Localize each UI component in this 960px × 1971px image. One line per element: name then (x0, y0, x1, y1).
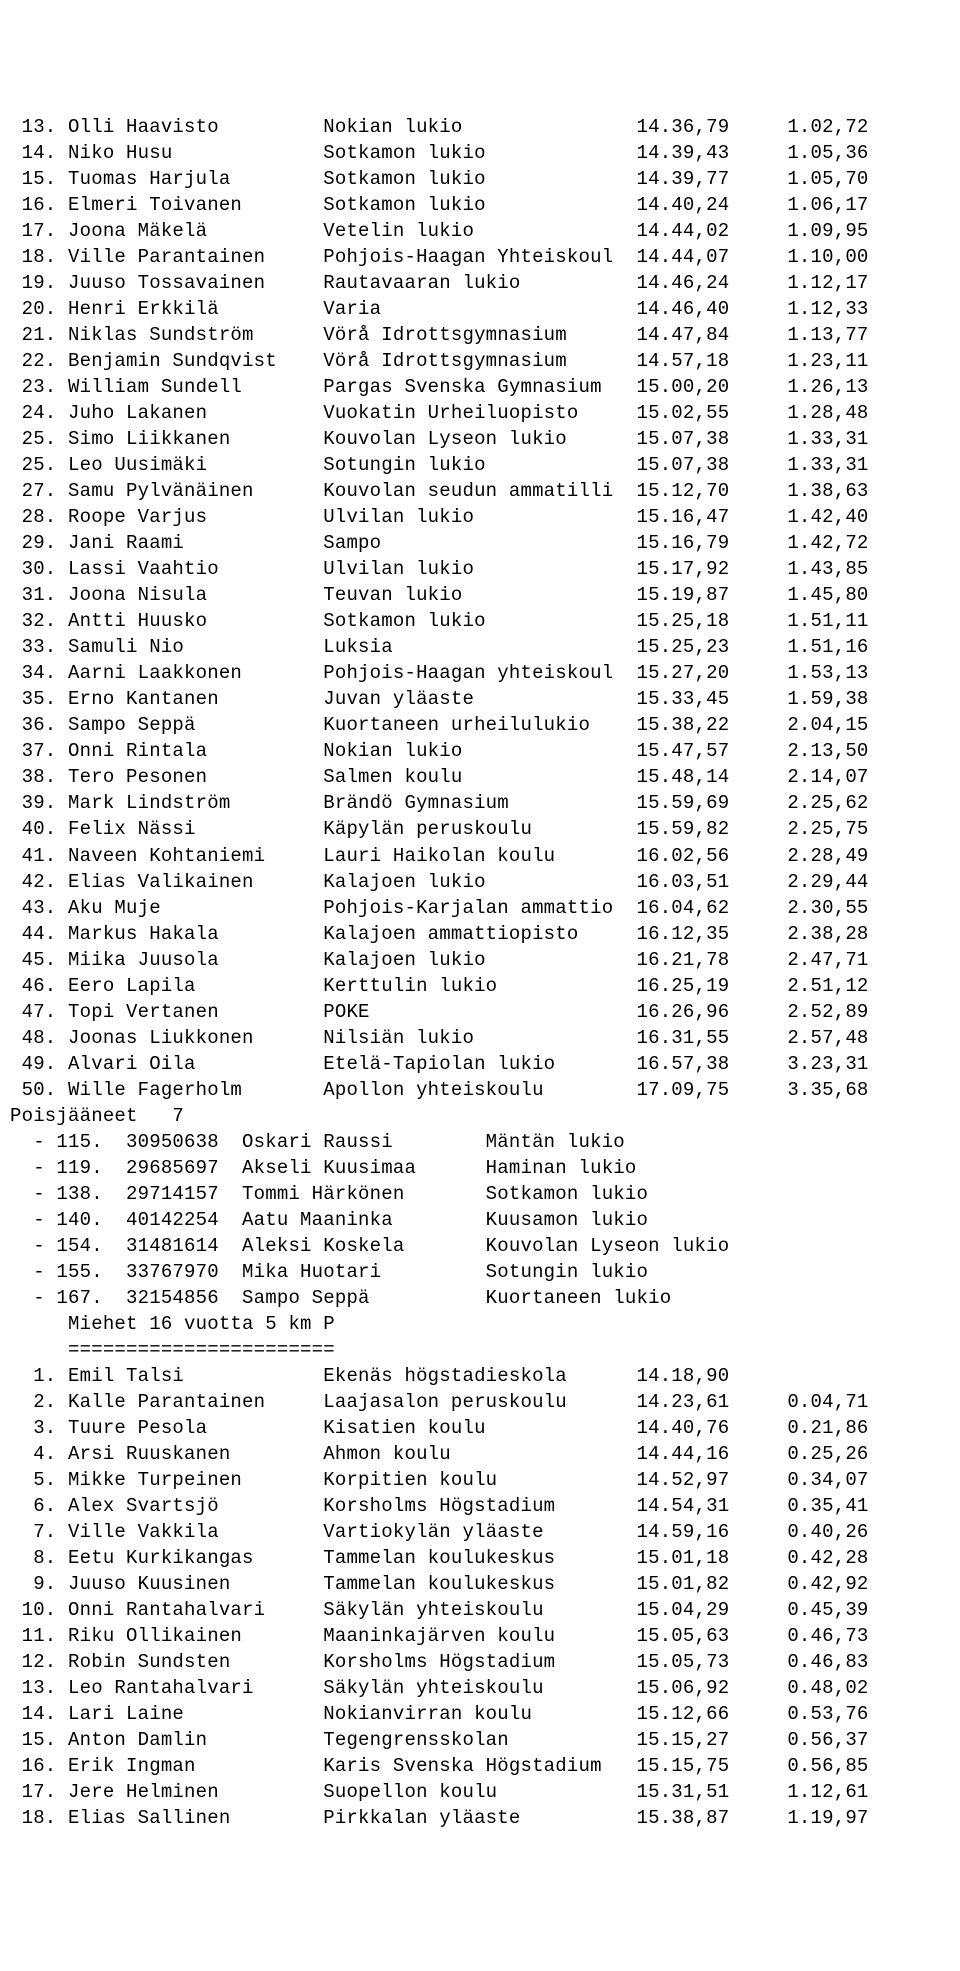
text-line: 18. Ville Parantainen Pohjois-Haagan Yht… (10, 244, 950, 270)
text-line: 3. Tuure Pesola Kisatien koulu 14.40,76 … (10, 1415, 950, 1441)
text-line: 20. Henri Erkkilä Varia 14.46,40 1.12,33 (10, 296, 950, 322)
text-line: 29. Jani Raami Sampo 15.16,79 1.42,72 (10, 530, 950, 556)
text-line: 37. Onni Rintala Nokian lukio 15.47,57 2… (10, 738, 950, 764)
text-line: - 138. 29714157 Tommi Härkönen Sotkamon … (10, 1181, 950, 1207)
text-line: 39. Mark Lindström Brändö Gymnasium 15.5… (10, 790, 950, 816)
text-line: 32. Antti Huusko Sotkamon lukio 15.25,18… (10, 608, 950, 634)
text-line: 42. Elias Valikainen Kalajoen lukio 16.0… (10, 869, 950, 895)
text-line: 41. Naveen Kohtaniemi Lauri Haikolan kou… (10, 843, 950, 869)
text-line: 4. Arsi Ruuskanen Ahmon koulu 14.44,16 0… (10, 1441, 950, 1467)
text-line: 22. Benjamin Sundqvist Vörå Idrottsgymna… (10, 348, 950, 374)
text-line: 34. Aarni Laakkonen Pohjois-Haagan yhtei… (10, 660, 950, 686)
text-line: 33. Samuli Nio Luksia 15.25,23 1.51,16 (10, 634, 950, 660)
text-line: 13. Leo Rantahalvari Säkylän yhteiskoulu… (10, 1675, 950, 1701)
text-line: 49. Alvari Oila Etelä-Tapiolan lukio 16.… (10, 1051, 950, 1077)
text-line: 5. Mikke Turpeinen Korpitien koulu 14.52… (10, 1467, 950, 1493)
text-line: Poisjääneet 7 (10, 1103, 950, 1129)
text-line: - 167. 32154856 Sampo Seppä Kuortaneen l… (10, 1285, 950, 1311)
text-line: - 140. 40142254 Aatu Maaninka Kuusamon l… (10, 1207, 950, 1233)
text-line: 27. Samu Pylvänäinen Kouvolan seudun amm… (10, 478, 950, 504)
results-document: 13. Olli Haavisto Nokian lukio 14.36,79 … (10, 114, 950, 1831)
text-line: 44. Markus Hakala Kalajoen ammattiopisto… (10, 921, 950, 947)
text-line: 28. Roope Varjus Ulvilan lukio 15.16,47 … (10, 504, 950, 530)
text-line: 2. Kalle Parantainen Laajasalon peruskou… (10, 1389, 950, 1415)
text-line: 16. Erik Ingman Karis Svenska Högstadium… (10, 1753, 950, 1779)
text-line: 45. Miika Juusola Kalajoen lukio 16.21,7… (10, 947, 950, 973)
text-line: 18. Elias Sallinen Pirkkalan yläaste 15.… (10, 1805, 950, 1831)
text-line: 24. Juho Lakanen Vuokatin Urheiluopisto … (10, 400, 950, 426)
text-line: 16. Elmeri Toivanen Sotkamon lukio 14.40… (10, 192, 950, 218)
text-line: 50. Wille Fagerholm Apollon yhteiskoulu … (10, 1077, 950, 1103)
text-line: 43. Aku Muje Pohjois-Karjalan ammattio 1… (10, 895, 950, 921)
text-line: 15. Anton Damlin Tegengrensskolan 15.15,… (10, 1727, 950, 1753)
text-line: 13. Olli Haavisto Nokian lukio 14.36,79 … (10, 114, 950, 140)
text-line: 36. Sampo Seppä Kuortaneen urheilulukio … (10, 712, 950, 738)
text-line: 21. Niklas Sundström Vörå Idrottsgymnasi… (10, 322, 950, 348)
text-line: 11. Riku Ollikainen Maaninkajärven koulu… (10, 1623, 950, 1649)
text-line: 15. Tuomas Harjula Sotkamon lukio 14.39,… (10, 166, 950, 192)
text-line: ======================= (10, 1337, 950, 1363)
text-line: 9. Juuso Kuusinen Tammelan koulukeskus 1… (10, 1571, 950, 1597)
text-line: - 154. 31481614 Aleksi Koskela Kouvolan … (10, 1233, 950, 1259)
text-line: - 119. 29685697 Akseli Kuusimaa Haminan … (10, 1155, 950, 1181)
text-line: 8. Eetu Kurkikangas Tammelan koulukeskus… (10, 1545, 950, 1571)
text-line: 23. William Sundell Pargas Svenska Gymna… (10, 374, 950, 400)
text-line: 1. Emil Talsi Ekenäs högstadieskola 14.1… (10, 1363, 950, 1389)
text-line: 47. Topi Vertanen POKE 16.26,96 2.52,89 (10, 999, 950, 1025)
text-line: 14. Lari Laine Nokianvirran koulu 15.12,… (10, 1701, 950, 1727)
text-line: 25. Leo Uusimäki Sotungin lukio 15.07,38… (10, 452, 950, 478)
text-line: Miehet 16 vuotta 5 km P (10, 1311, 950, 1337)
text-line: - 115. 30950638 Oskari Raussi Mäntän luk… (10, 1129, 950, 1155)
text-line: 48. Joonas Liukkonen Nilsiän lukio 16.31… (10, 1025, 950, 1051)
text-line: 12. Robin Sundsten Korsholms Högstadium … (10, 1649, 950, 1675)
text-line: 30. Lassi Vaahtio Ulvilan lukio 15.17,92… (10, 556, 950, 582)
text-line: 7. Ville Vakkila Vartiokylän yläaste 14.… (10, 1519, 950, 1545)
text-line: - 155. 33767970 Mika Huotari Sotungin lu… (10, 1259, 950, 1285)
text-line: 14. Niko Husu Sotkamon lukio 14.39,43 1.… (10, 140, 950, 166)
text-line: 25. Simo Liikkanen Kouvolan Lyseon lukio… (10, 426, 950, 452)
text-line: 40. Felix Nässi Käpylän peruskoulu 15.59… (10, 816, 950, 842)
text-line: 35. Erno Kantanen Juvan yläaste 15.33,45… (10, 686, 950, 712)
text-line: 6. Alex Svartsjö Korsholms Högstadium 14… (10, 1493, 950, 1519)
text-line: 31. Joona Nisula Teuvan lukio 15.19,87 1… (10, 582, 950, 608)
text-line: 10. Onni Rantahalvari Säkylän yhteiskoul… (10, 1597, 950, 1623)
text-line: 17. Joona Mäkelä Vetelin lukio 14.44,02 … (10, 218, 950, 244)
text-line: 46. Eero Lapila Kerttulin lukio 16.25,19… (10, 973, 950, 999)
text-line: 38. Tero Pesonen Salmen koulu 15.48,14 2… (10, 764, 950, 790)
text-line: 19. Juuso Tossavainen Rautavaaran lukio … (10, 270, 950, 296)
text-line: 17. Jere Helminen Suopellon koulu 15.31,… (10, 1779, 950, 1805)
